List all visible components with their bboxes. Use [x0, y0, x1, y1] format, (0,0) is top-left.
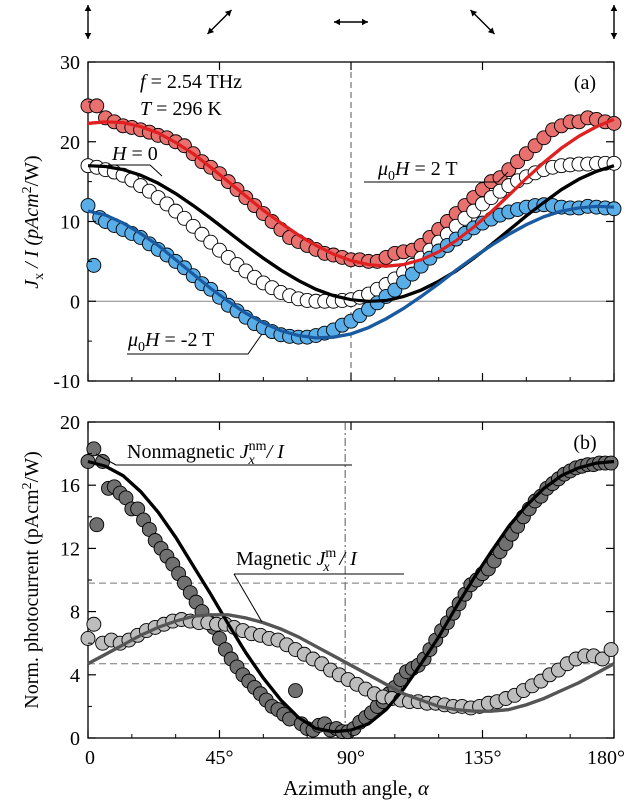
panel-a-label: (a) — [574, 72, 596, 94]
panel-b-xlabel: Azimuth angle, α — [283, 776, 430, 800]
data-point-magnetic — [603, 642, 619, 657]
data-point-plus2T — [606, 115, 622, 131]
data-point-minus2T — [606, 201, 622, 217]
y-tick-label: 10 — [60, 212, 80, 234]
y-tick-label: 16 — [60, 475, 80, 497]
polarization-arrows — [84, 5, 618, 39]
panel-a-ylabel: Jx / I (pAcm2/W) — [20, 155, 47, 288]
y-tick-label: 20 — [60, 132, 80, 154]
label-nonmagnetic: Nonmagnetic Jnm x / I — [127, 439, 285, 468]
leader-minus-2T — [127, 333, 263, 355]
x-tick-label: 90° — [337, 747, 365, 769]
y-tick-label: 0 — [70, 291, 80, 313]
x-tick-label: 0 — [85, 747, 95, 769]
data-point-nonmagnetic — [86, 441, 102, 457]
annotation-temperature: T = 296 K — [140, 98, 222, 120]
polarization-arrow-icon — [206, 9, 233, 35]
panel-b-ylabel: Norm. photocurrent (pAcm2/W) — [20, 451, 43, 708]
panel-b: 0 4 8 12 16 20 0 45° 90° 135° 180° (b) Nonmagneti… — [20, 412, 625, 800]
panel-a-x-ticks — [87, 62, 615, 381]
y-tick-label: 8 — [70, 602, 80, 624]
leader-magnetic-tail — [233, 573, 263, 623]
data-point-nonmagnetic — [288, 683, 303, 699]
data-point-minus2T — [80, 198, 96, 214]
panel-a-data-points — [80, 98, 622, 345]
label-plus-2T: μ0H = 2 T — [377, 158, 458, 184]
polarization-arrow-icon — [469, 9, 496, 35]
polarization-arrow-icon — [334, 18, 368, 26]
leader-zero-field — [108, 164, 163, 177]
panel-a: -10 0 10 20 30 (a) f = 2.54 THz T = 296 K H … — [20, 52, 622, 393]
y-tick-label: 12 — [60, 538, 80, 560]
label-zero-field: H = 0 — [111, 143, 158, 165]
data-point-nonmagnetic — [89, 517, 105, 533]
x-tick-label: 45° — [206, 747, 234, 769]
panel-b-data-points — [80, 441, 619, 740]
leader-plus-2T — [364, 171, 509, 183]
data-point-plus2T — [89, 98, 105, 114]
panel-b-x-ticks: 0 45° 90° 135° 180° — [85, 422, 625, 769]
fit-curve-overlay-minus2T — [87, 204, 615, 340]
polarization-arrow-icon — [610, 5, 618, 39]
data-point-magnetic — [86, 616, 102, 632]
y-tick-label: -10 — [53, 371, 80, 393]
fit-curve-overlay-plus2T — [87, 117, 615, 268]
label-magnetic: Magnetic Jm x / I — [236, 546, 358, 575]
leader-nonmagnetic-tail — [95, 453, 117, 466]
fit-curve-overlay-magnetic — [87, 613, 615, 713]
annotation-frequency: f = 2.54 THz — [140, 71, 242, 93]
panel-b-label: (b) — [573, 432, 596, 454]
data-point-minus2T — [86, 257, 102, 273]
y-tick-label: 30 — [60, 52, 80, 74]
fit-curve-overlay-zero — [87, 164, 615, 303]
polarization-arrow-icon — [84, 5, 92, 39]
data-point-magnetic — [594, 651, 610, 667]
data-point-magnetic — [80, 631, 96, 646]
x-tick-label: 135° — [464, 747, 502, 769]
label-minus-2T: μ0H = -2 T — [127, 329, 214, 355]
y-tick-label: 0 — [70, 728, 80, 750]
panel-b-y-ticks: 0 4 8 12 16 20 — [60, 412, 614, 750]
x-tick-label: 180° — [587, 747, 625, 769]
y-tick-label: 20 — [60, 412, 80, 434]
y-tick-label: 4 — [70, 665, 80, 687]
panel-a-y-ticks: -10 0 10 20 30 — [53, 52, 614, 393]
